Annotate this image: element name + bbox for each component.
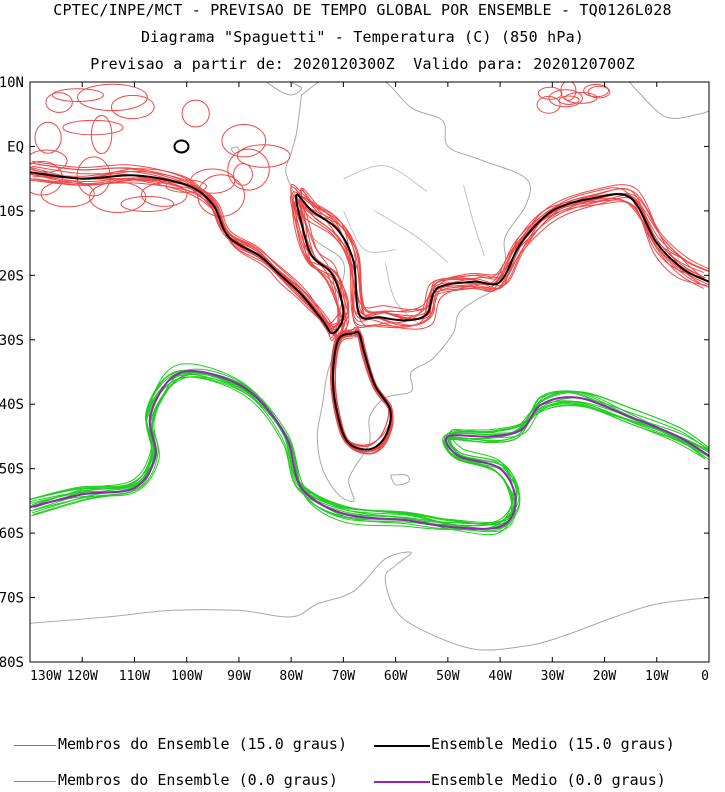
fifteen-degree-member-1 (32, 168, 709, 326)
lon-tick-label: 30W (541, 669, 565, 684)
fifteen-degree-member-cell-6 (90, 114, 113, 155)
country-border-5 (342, 210, 396, 253)
lat-tick-label: 10N (0, 75, 24, 91)
falkland-islands-coast (389, 474, 410, 486)
fifteen-degree-member-cell-21 (34, 121, 62, 154)
members-0-swatch (14, 781, 56, 782)
header-line-2: Diagrama "Spaguetti" - Temperatura (C) (… (140, 28, 585, 46)
fifteen-degree-ensemble-mean-south-loop (331, 330, 392, 451)
fifteen-degree-member-cell-12 (221, 124, 267, 158)
central-america-coast (266, 82, 303, 96)
fifteen-degree-member-cell-13 (197, 174, 245, 217)
lat-tick-label: 20S (0, 268, 24, 284)
lat-tick-label: 50S (0, 462, 24, 478)
fifteen-degree-member-cell-19 (181, 99, 210, 128)
lat-tick-label: 70S (0, 591, 24, 607)
lon-tick-label: 40W (488, 669, 512, 684)
antarctica-coast (30, 551, 709, 651)
fifteen-degree-member-nw-cell-3 (537, 86, 563, 100)
country-border-3 (384, 262, 423, 328)
lon-tick-label: 120W (67, 669, 98, 684)
fifteen-degree-member-nw-cell-2 (548, 89, 583, 108)
lon-tick-label: 60W (384, 669, 408, 684)
fifteen-degree-member-10 (31, 165, 708, 337)
lon-tick-label: 80W (279, 669, 303, 684)
spaghetti-map: 10N EQ 10S 20S 30S 40S 50S 60S 70S 80S 130W 120W 11… (0, 75, 710, 684)
members-0-label: Membros do Ensemble (0.0 graus) (58, 771, 338, 789)
fifteen-degree-member-cell-20 (77, 83, 148, 112)
fifteen-degree-member-cell-11 (227, 148, 270, 191)
south-america-coast (285, 82, 532, 503)
header-line-3: Previsao a partir de: 2020120300Z Valido… (90, 55, 635, 73)
mean-15-swatch (374, 745, 430, 747)
zero-degree-member-13 (30, 373, 709, 523)
mean-0-label: Ensemble Medio (0.0 graus) (431, 771, 666, 789)
lat-tick-label: 10S (0, 204, 24, 220)
country-border-4 (463, 184, 485, 257)
fifteen-degree-member-cell-5 (89, 181, 147, 214)
longitude-axis: 130W 120W 110W 100W 90W 80W 70W 60W 50W 40W 30W 20W… (29, 82, 710, 684)
lon-tick-label: 10W (645, 669, 669, 684)
lon-tick-label: 110W (119, 669, 150, 684)
zero-degree-member-11 (30, 371, 709, 526)
lat-tick-label: 30S (0, 333, 24, 349)
members-15-swatch (14, 745, 56, 746)
header-line-1: CPTEC/INPE/MCT - PREVISAO DE TEMPO GLOBA… (53, 1, 672, 19)
fifteen-degree-member-7 (30, 173, 707, 340)
fifteen-degree-member-nw-cell-7 (560, 82, 577, 101)
mean-15-label: Ensemble Medio (15.0 graus) (431, 735, 675, 753)
mean-0-swatch (374, 781, 430, 783)
fifteen-degree-member-cell-15 (236, 144, 291, 168)
map-frame (29, 81, 710, 663)
fifteen-degree-member-nw-cell-4 (558, 95, 580, 105)
fifteen-degree-member-cell-1 (62, 119, 124, 136)
lat-tick-label: 80S (0, 655, 24, 671)
fifteen-degree-members-layer (30, 82, 709, 455)
country-border-2 (343, 165, 428, 193)
fifteen-degree-member-cell-14 (165, 179, 207, 193)
lon-tick-label: 20W (593, 669, 617, 684)
zero-degree-members-layer (30, 363, 709, 536)
members-15-label: Membros do Ensemble (15.0 graus) (58, 735, 347, 753)
fifteen-degree-member-cell-16 (190, 168, 236, 194)
fifteen-degree-member-cell-2 (51, 88, 104, 102)
coastline-layer (30, 82, 709, 651)
africa-coast (628, 82, 709, 119)
fifteen-degree-member-nw-cell-5 (536, 95, 561, 114)
fifteen-degree-member-cell-17 (233, 163, 253, 186)
lon-tick-label: 70W (332, 669, 356, 684)
lat-tick-label: 60S (0, 526, 24, 542)
fifteen-degree-member-nw-cell-6 (587, 85, 611, 99)
latitude-axis: 10N EQ 10S 20S 30S 40S 50S 60S 70S 80S (0, 75, 709, 671)
zero-degree-ensemble-mean (30, 370, 709, 530)
fifteen-degree-member-cell-3 (110, 94, 155, 120)
lon-tick-label: 90W (227, 669, 251, 684)
fifteen-degree-ensemble-mean-cell (173, 139, 190, 154)
lon-tick-label: 130W (30, 669, 61, 684)
lon-tick-label: 0 (701, 669, 709, 684)
fifteen-degree-member-cell-8 (30, 149, 68, 173)
fifteen-degree-member-cell-18 (120, 196, 175, 212)
zero-degree-member-12 (30, 363, 709, 530)
fifteen-degree-member-14 (30, 162, 709, 338)
fifteen-degree-member-cell-4 (30, 160, 63, 196)
fifteen-degree-member-cell-7 (45, 92, 73, 113)
zero-degree-member-9 (32, 370, 709, 531)
lat-tick-label: 40S (0, 397, 24, 413)
fifteen-degree-member-nw-cell-8 (583, 83, 609, 98)
fifteen-degree-member-2 (30, 168, 704, 330)
lon-tick-label: 100W (171, 669, 202, 684)
zero-degree-member-10 (33, 369, 709, 527)
lat-tick-label: EQ (7, 139, 24, 155)
fifteen-degree-member-12 (30, 166, 704, 339)
lon-tick-label: 50W (436, 669, 460, 684)
fifteen-degree-member-3 (31, 160, 709, 337)
ensemble-mean-layer (30, 139, 709, 530)
country-border-1 (374, 210, 449, 263)
fifteen-degree-member-cell-10 (40, 180, 95, 208)
zero-degree-member-7 (30, 372, 709, 530)
fifteen-degree-member-cell-9 (140, 182, 188, 207)
fifteen-degree-ensemble-mean (30, 171, 709, 335)
